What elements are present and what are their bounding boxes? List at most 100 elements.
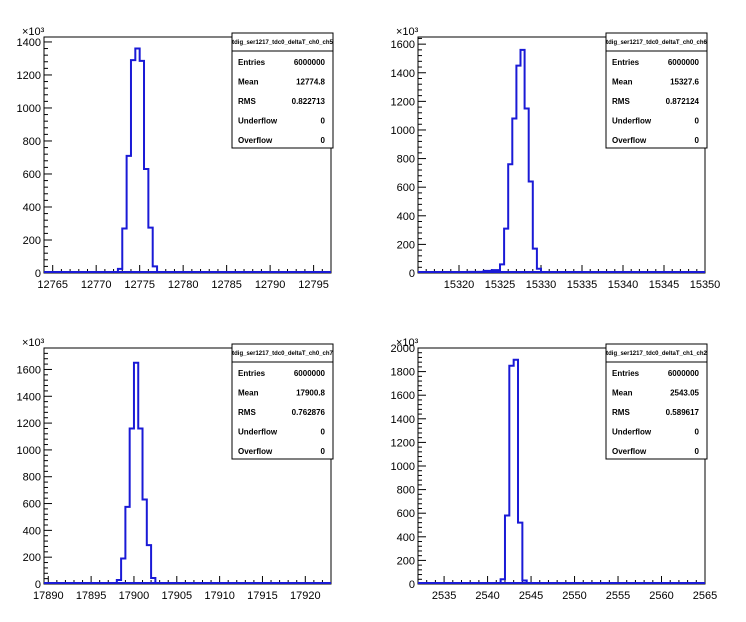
stats-row-value: 0: [695, 428, 700, 437]
y-tick-label: 1200: [17, 70, 41, 82]
y-tick-label: 1200: [391, 437, 415, 449]
x-tick-label: 2565: [693, 590, 717, 602]
stats-row-label: Overflow: [612, 447, 647, 456]
histogram-pad-ch0-ch7: 17890 17895 17900 17905 17910 17915 17920 0 200 4…: [17, 337, 334, 602]
stats-row-label: RMS: [238, 97, 256, 106]
stats-title: tdig_ser1217_tdc0_deltaT_ch0_ch6: [606, 40, 707, 46]
histogram-line: [499, 358, 528, 583]
stats-row-value: 0: [321, 428, 326, 437]
x-tick-label: 17900: [119, 590, 150, 602]
histogram-line: [116, 47, 159, 272]
x-tick-label: 15325: [485, 279, 516, 291]
x-tick-label: 12770: [81, 279, 112, 291]
y-tick-label: 600: [23, 169, 41, 181]
stats-row-value: 0: [321, 136, 326, 145]
x-tick-label: 2535: [432, 590, 456, 602]
y-tick-label: 200: [23, 235, 41, 247]
histogram-pad-ch0-ch6: 15320 15325 15330 15335 15340 15345 15350 0 200 4…: [391, 26, 721, 291]
stats-row-label: RMS: [238, 408, 256, 417]
stats-row-label: Underflow: [238, 428, 278, 437]
x-tick-label: 12780: [168, 279, 199, 291]
y-tick-label: 1400: [391, 414, 415, 426]
y-tick-label: 1400: [17, 37, 41, 49]
x-tick-label: 17890: [33, 590, 64, 602]
stats-row-label: Underflow: [238, 117, 278, 126]
stats-row-value: 6000000: [294, 369, 326, 378]
stats-row-label: Underflow: [612, 428, 652, 437]
x-tick-label: 2540: [475, 590, 499, 602]
x-tick-label: 12775: [124, 279, 155, 291]
y-tick-label: 0: [409, 579, 415, 591]
stats-row-value: 17900.8: [296, 389, 325, 398]
stats-row-value: 0.589617: [666, 408, 700, 417]
y-tick-label: 1200: [391, 96, 415, 108]
y-tick-label: 400: [23, 525, 41, 537]
y-tick-label: 600: [397, 182, 415, 194]
y-tick-label: 1000: [17, 445, 41, 457]
y-tick-label: 800: [23, 136, 41, 148]
y-tick-label: 400: [397, 532, 415, 544]
stats-box: [605, 32, 708, 149]
x-tick-label: 12790: [255, 279, 286, 291]
stats-row-value: 2543.05: [670, 389, 699, 398]
y-tick-label: 1400: [391, 68, 415, 80]
x-tick-label: 12795: [298, 279, 329, 291]
y-tick-label: 1000: [391, 125, 415, 137]
stats-row-label: Mean: [612, 78, 633, 87]
stats-row-label: Entries: [238, 58, 266, 67]
y-tick-label: 1400: [17, 391, 41, 403]
y-tick-label: 0: [35, 579, 41, 591]
y-tick-label: 800: [397, 154, 415, 166]
stats-row-value: 0: [695, 117, 700, 126]
x-tick-label: 2555: [606, 590, 630, 602]
stats-title: tdig_ser1217_tdc0_deltaT_ch0_ch5: [232, 40, 333, 46]
stats-box: [231, 32, 334, 149]
stats-row-value: 0.872124: [666, 97, 700, 106]
y-tick-label: 800: [397, 485, 415, 497]
x-tick-label: 15335: [567, 279, 598, 291]
stats-row-label: Entries: [612, 369, 640, 378]
stats-row-value: 0.822713: [292, 97, 326, 106]
x-tick-label: 15350: [690, 279, 721, 291]
y-multiplier-label: ×10³: [22, 26, 45, 38]
stats-row-label: Overflow: [238, 447, 273, 456]
stats-row-value: 12774.8: [296, 78, 325, 87]
stats-row-label: Entries: [612, 58, 640, 67]
stats-row-label: Overflow: [238, 136, 273, 145]
y-tick-label: 1600: [391, 390, 415, 402]
y-tick-label: 200: [397, 239, 415, 251]
y-tick-label: 1000: [391, 461, 415, 473]
x-tick-label: 17895: [76, 590, 107, 602]
y-tick-label: 600: [23, 499, 41, 511]
stats-row-value: 0: [695, 447, 700, 456]
stats-row-value: 0: [321, 117, 326, 126]
y-tick-label: 200: [23, 552, 41, 564]
histogram-pad-ch1-ch2: 2535 2540 2545 2550 2555 2560 2565 0 200 400 600 80…: [391, 337, 718, 602]
stats-box: [605, 343, 708, 460]
y-tick-label: 400: [397, 211, 415, 223]
y-tick-label: 2000: [391, 343, 415, 355]
histogram-pad-ch0-ch5: 12765 12770 12775 12780 12785 12790 12795 0 200 4…: [17, 26, 334, 291]
stats-row-value: 15327.6: [670, 78, 699, 87]
stats-row-value: 6000000: [294, 58, 326, 67]
stats-row-label: Mean: [238, 78, 259, 87]
x-tick-label: 17910: [204, 590, 235, 602]
stats-row-value: 0: [321, 447, 326, 456]
stats-title: tdig_ser1217_tdc0_deltaT_ch0_ch7: [232, 351, 333, 357]
stats-row-label: Mean: [238, 389, 259, 398]
x-tick-label: 12785: [211, 279, 242, 291]
x-tick-label: 17920: [290, 590, 321, 602]
stats-box: [231, 343, 334, 460]
x-tick-label: 17915: [247, 590, 278, 602]
x-tick-label: 2560: [649, 590, 673, 602]
stats-row-label: Overflow: [612, 136, 647, 145]
x-tick-label: 15320: [444, 279, 475, 291]
y-tick-label: 1600: [17, 364, 41, 376]
x-tick-label: 15330: [526, 279, 557, 291]
x-tick-label: 17905: [161, 590, 192, 602]
stats-row-value: 6000000: [668, 58, 700, 67]
stats-row-label: RMS: [612, 97, 630, 106]
y-tick-label: 0: [35, 268, 41, 280]
y-multiplier-label: ×10³: [22, 337, 45, 349]
